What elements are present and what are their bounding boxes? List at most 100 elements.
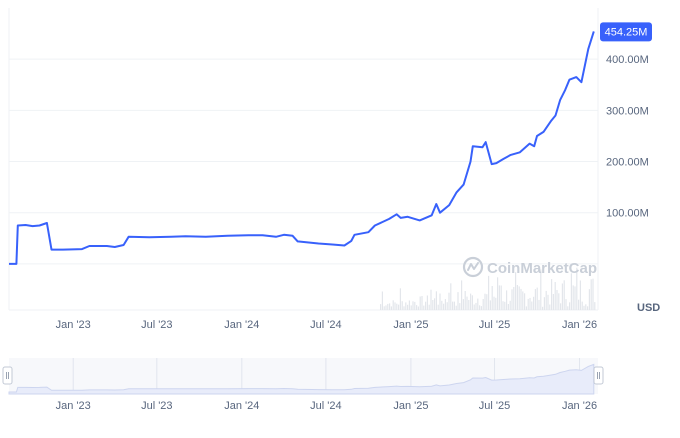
watermark: CoinMarketCap — [462, 256, 597, 278]
volume-bar — [453, 301, 455, 310]
volume-bar — [500, 285, 502, 310]
volume-bars — [380, 267, 596, 310]
navigator-right-handle[interactable] — [593, 366, 604, 385]
volume-bar — [403, 306, 405, 310]
navigator-left-handle[interactable] — [2, 366, 13, 385]
volume-bar — [464, 291, 466, 310]
volume-bar — [380, 304, 382, 310]
volume-bar — [563, 280, 565, 310]
volume-bar — [437, 304, 439, 310]
volume-bar — [398, 304, 400, 310]
volume-bar — [531, 301, 533, 310]
volume-bar — [585, 304, 587, 310]
volume-bar — [439, 293, 441, 310]
volume-bar — [493, 296, 495, 310]
current-price-badge-bg — [600, 22, 652, 42]
volume-bar — [587, 306, 589, 310]
volume-bar — [536, 287, 538, 310]
volume-bar — [554, 282, 556, 310]
volume-bar — [408, 300, 410, 310]
volume-bar — [527, 298, 529, 310]
volume-bar — [538, 299, 540, 310]
navigator-x-tick-label: Jul '25 — [479, 400, 510, 412]
volume-bar — [426, 295, 428, 310]
navigator-x-tick-label: Jan '25 — [393, 400, 428, 412]
volume-bar — [529, 297, 531, 310]
x-axis-ticks: Jan '23 Jul '23 Jan '24 Jul '24 Jan '25 Jul '… — [56, 319, 597, 331]
volume-bar — [417, 306, 419, 310]
volume-bar — [579, 280, 581, 310]
volume-bar — [462, 299, 464, 310]
volume-bar — [399, 288, 401, 310]
volume-bar — [457, 292, 459, 310]
volume-bar — [419, 296, 421, 310]
volume-bar — [446, 302, 448, 310]
volume-bar — [416, 305, 418, 310]
volume-bar — [524, 293, 526, 310]
volume-bar — [590, 279, 592, 310]
x-tick-label: Jul '25 — [479, 319, 510, 331]
navigator-area — [8, 363, 595, 395]
navigator-x-tick-label: Jan '23 — [56, 400, 91, 412]
volume-bar — [488, 275, 490, 310]
volume-bar — [558, 293, 560, 310]
volume-bar — [480, 306, 482, 310]
volume-bar — [477, 298, 479, 310]
x-tick-label: Jul '24 — [310, 319, 341, 331]
volume-bar — [441, 300, 443, 310]
volume-bar — [516, 285, 518, 310]
volume-bar — [482, 299, 484, 310]
volume-bar — [394, 302, 396, 310]
volume-bar — [552, 294, 554, 310]
volume-bar — [468, 300, 470, 310]
volume-bar — [434, 298, 436, 310]
volume-bar — [444, 299, 446, 310]
volume-bar — [410, 305, 412, 310]
volume-bar — [581, 301, 583, 310]
volume-bar — [578, 299, 580, 310]
volume-bar — [495, 297, 497, 310]
volume-bar — [423, 305, 425, 310]
volume-bar — [461, 280, 463, 310]
volume-bar — [506, 290, 508, 310]
volume-bar — [486, 294, 488, 310]
volume-bar — [435, 291, 437, 310]
volume-bar — [561, 283, 563, 310]
volume-bar — [407, 304, 409, 310]
volume-bar — [592, 278, 594, 310]
volume-bar — [471, 295, 473, 310]
volume-bar — [473, 304, 475, 310]
volume-bar — [574, 286, 576, 310]
price-line — [9, 31, 595, 265]
volume-bar — [556, 290, 558, 310]
currency-label: USD — [637, 302, 660, 314]
volume-bar — [475, 302, 477, 310]
volume-bar — [588, 289, 590, 310]
volume-bar — [396, 303, 398, 310]
volume-bar — [518, 286, 520, 310]
volume-bar — [533, 296, 535, 310]
volume-bar — [484, 293, 486, 310]
current-price-label: 454.25M — [605, 26, 648, 38]
volume-bar — [455, 305, 457, 310]
grid-layer — [8, 8, 599, 311]
volume-bar — [513, 287, 515, 310]
volume-bar — [515, 272, 517, 310]
y-tick-label: 400.00M — [606, 54, 649, 66]
volume-bar — [491, 286, 493, 310]
volume-bar — [448, 292, 450, 310]
volume-bar — [507, 304, 509, 310]
volume-bar — [432, 300, 434, 310]
volume-bar — [452, 301, 454, 310]
volume-bar — [522, 291, 524, 310]
volume-bar — [572, 285, 574, 310]
volume-bar — [479, 305, 481, 310]
volume-bar — [443, 303, 445, 310]
range-navigator[interactable]: Jan '23 Jul '23 Jan '24 Jul '24 Jan '25 Jul '… — [2, 358, 604, 412]
x-tick-label: Jul '23 — [141, 319, 172, 331]
y-axis-ticks: 100.00M 200.00M 300.00M 400.00M — [606, 54, 649, 220]
volume-bar — [390, 306, 392, 310]
volume-bar — [450, 283, 452, 310]
watermark-text: CoinMarketCap — [487, 260, 597, 277]
